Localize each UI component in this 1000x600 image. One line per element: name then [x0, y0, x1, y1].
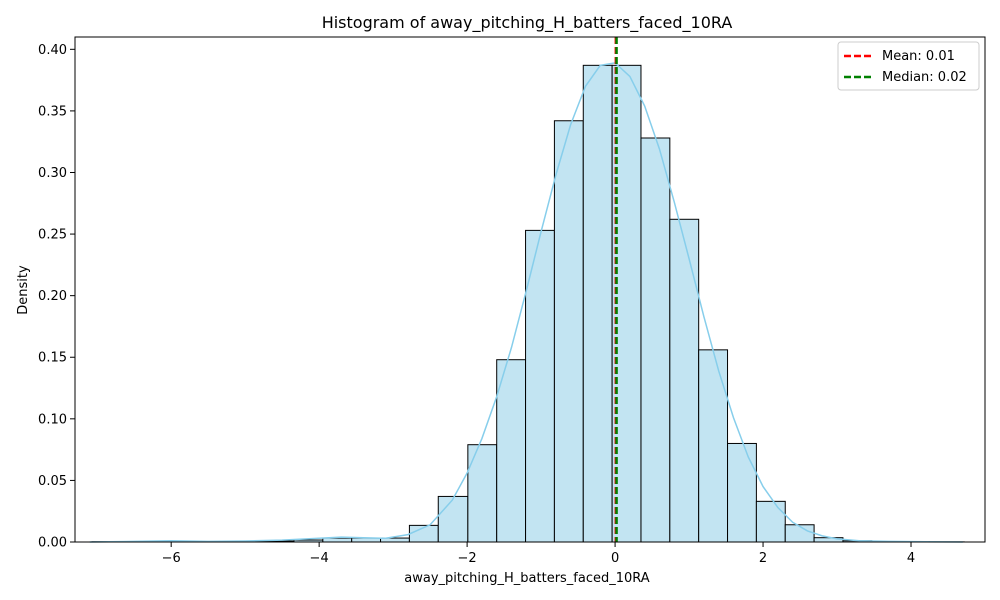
legend-box	[837, 41, 980, 91]
legend-median-label: Median: 0.02	[882, 70, 967, 85]
y-tick-label: 0.15	[38, 351, 67, 366]
kde-layer	[89, 62, 963, 543]
legend: Mean: 0.01 Median: 0.02	[837, 41, 980, 91]
histogram-bar	[784, 524, 815, 543]
kde-curve	[89, 62, 963, 543]
x-tick-label: −6	[162, 551, 181, 566]
y-tick-label: 0.35	[38, 104, 67, 119]
x-tick-label: −4	[310, 551, 329, 566]
y-tick-label: 0.00	[38, 536, 67, 551]
histogram-bar	[437, 495, 469, 543]
y-tick-label: 0.25	[38, 228, 67, 243]
x-tick-label: 2	[759, 551, 767, 566]
y-tick-label: 0.40	[38, 43, 67, 58]
y-tick-label: 0.10	[38, 412, 67, 427]
reference-lines-layer	[614, 37, 618, 542]
plot-frame	[74, 36, 986, 543]
y-tick-label: 0.05	[38, 474, 67, 489]
x-tick-label: 0	[611, 551, 619, 566]
histogram-bar	[669, 218, 700, 543]
y-tick-label: 0.30	[38, 166, 67, 181]
histogram-bar	[467, 444, 498, 543]
x-axis-ticks: −6 −4 −2 0 2 4	[162, 542, 915, 566]
histogram-bar	[553, 120, 584, 543]
y-axis-ticks: 0.00 0.05 0.10 0.15 0.20 0.25 0.30 0.35 0.40	[38, 43, 75, 551]
histogram-bar	[496, 359, 527, 543]
histogram-bar	[582, 64, 613, 543]
histogram-bar	[322, 537, 353, 543]
x-axis-label: away_pitching_H_batters_faced_10RA	[404, 571, 650, 586]
legend-mean-label: Mean: 0.01	[882, 49, 955, 64]
histogram-bar	[755, 500, 786, 543]
chart-title: Histogram of away_pitching_H_batters_fac…	[322, 13, 733, 33]
histogram-bar	[525, 229, 555, 543]
y-axis-label: Density	[16, 265, 31, 315]
x-tick-label: 4	[907, 551, 915, 566]
histogram-bar	[698, 349, 729, 543]
y-tick-label: 0.20	[38, 289, 67, 304]
histogram-bar	[727, 442, 757, 543]
histogram-bar	[640, 137, 671, 543]
x-tick-label: −2	[458, 551, 477, 566]
bars-layer	[91, 64, 965, 543]
